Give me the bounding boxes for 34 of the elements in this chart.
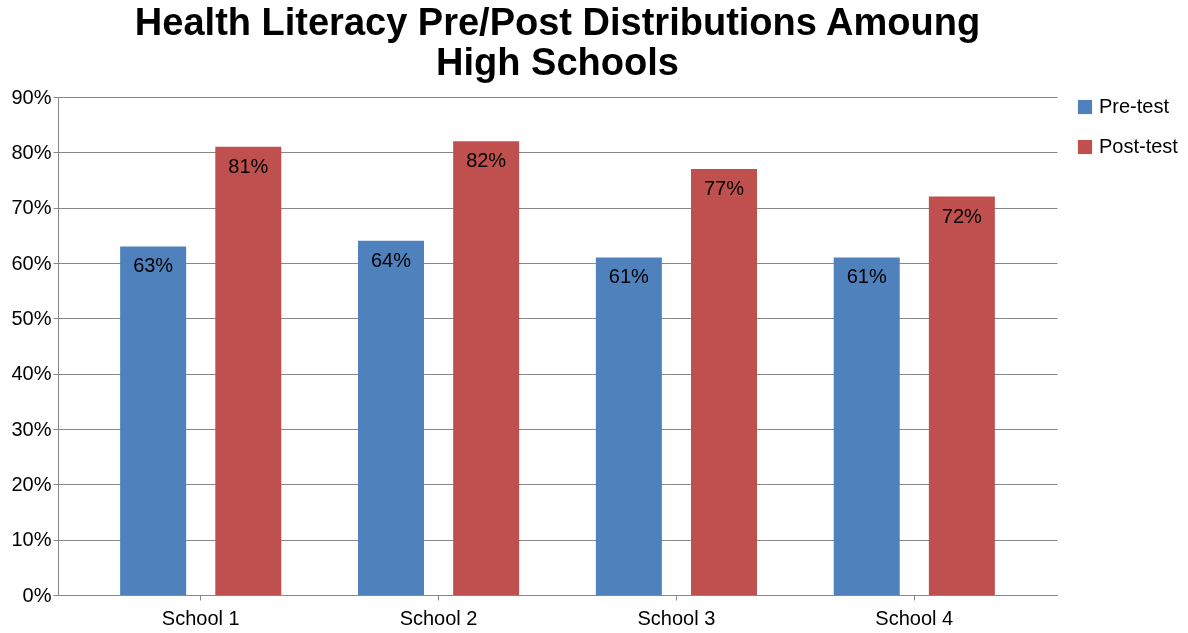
y-tick-label: 20% bbox=[11, 472, 52, 495]
y-tick-label: 80% bbox=[11, 140, 52, 163]
y-tick-label: 70% bbox=[11, 196, 52, 219]
data-label: 77% bbox=[703, 176, 745, 199]
bar bbox=[453, 141, 520, 595]
data-label: 64% bbox=[370, 248, 412, 271]
bar bbox=[691, 168, 757, 595]
y-tick-label: 40% bbox=[11, 362, 52, 385]
data-label: 61% bbox=[846, 265, 887, 288]
y-tick-label: 10% bbox=[11, 528, 52, 551]
text: Health Literacy Pre/Post Distributions Amoung bbox=[134, 1, 981, 43]
bar bbox=[120, 246, 187, 595]
x-tick-label: School 3 bbox=[637, 606, 716, 629]
legend-label: Post-test bbox=[1099, 135, 1179, 157]
y-tick-label: 60% bbox=[11, 251, 52, 274]
x-tick-label: School 2 bbox=[399, 606, 478, 629]
data-label: 81% bbox=[228, 154, 269, 177]
bar bbox=[595, 257, 662, 595]
x-tick-label: School 4 bbox=[875, 606, 954, 629]
y-tick-label: 90% bbox=[11, 85, 52, 108]
legend-label: Pre-test bbox=[1099, 95, 1170, 117]
bar bbox=[928, 196, 995, 595]
data-label: 61% bbox=[608, 265, 650, 288]
data-label: 63% bbox=[133, 254, 174, 277]
x-tick-label: School 1 bbox=[161, 606, 240, 629]
text: High Schools bbox=[436, 41, 679, 83]
bar bbox=[215, 146, 282, 595]
bar bbox=[833, 257, 900, 595]
y-tick-label: 0% bbox=[22, 583, 52, 606]
bar bbox=[358, 240, 424, 595]
data-label: 72% bbox=[941, 204, 983, 227]
data-label: 82% bbox=[466, 149, 507, 172]
y-tick-label: 30% bbox=[11, 417, 52, 440]
y-tick-label: 50% bbox=[11, 306, 52, 329]
